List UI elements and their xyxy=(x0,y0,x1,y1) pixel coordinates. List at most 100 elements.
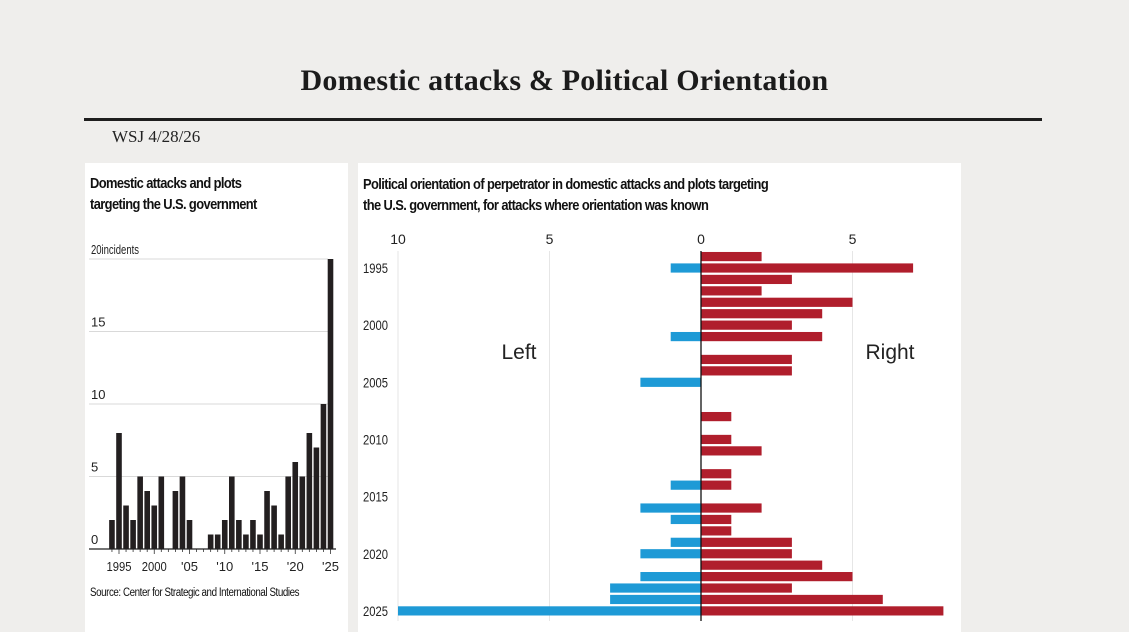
incident-bar xyxy=(130,520,136,549)
right-bar xyxy=(701,434,732,445)
incident-bar xyxy=(116,433,122,549)
x-tick-label: '10 xyxy=(216,559,233,574)
y-tick-label: 15 xyxy=(91,315,105,330)
right-bar xyxy=(701,594,883,605)
left-bar xyxy=(670,537,701,547)
incident-bar xyxy=(236,520,242,549)
x-tick-label: 5 xyxy=(546,231,554,247)
incident-bar xyxy=(285,476,291,549)
orientation-chart-panel: Political orientation of perpetrator in … xyxy=(358,163,961,632)
incident-bar xyxy=(137,476,143,549)
x-tick-label: 10 xyxy=(390,231,406,247)
incidents-chart-title-line-1: Domestic attacks and plots xyxy=(90,175,242,192)
right-bar xyxy=(701,526,732,536)
right-bar xyxy=(701,469,732,479)
incident-bar xyxy=(109,520,115,549)
right-bar xyxy=(701,274,792,285)
incident-bar xyxy=(292,462,299,549)
y-tick-label: 20incidents xyxy=(91,242,139,257)
incident-bar xyxy=(299,476,306,549)
y-tick-label: 2020 xyxy=(363,547,388,562)
incident-bar xyxy=(179,476,186,549)
incident-bar xyxy=(250,520,256,549)
left-bar xyxy=(670,480,701,490)
incident-bar xyxy=(151,505,158,549)
y-tick-label: 2025 xyxy=(363,604,388,619)
right-bar xyxy=(701,411,732,422)
left-bar xyxy=(610,583,701,593)
left-annotation: Left xyxy=(501,341,536,364)
y-tick-label: 2000 xyxy=(363,318,388,333)
right-bar xyxy=(701,331,823,342)
source-note: Source: Center for Strategic and Interna… xyxy=(90,587,300,599)
incidents-chart-title: Domestic attacks and plots targeting the… xyxy=(90,173,257,215)
x-tick-label: '20 xyxy=(287,559,304,574)
right-bar xyxy=(701,263,914,273)
incident-bar xyxy=(207,534,214,549)
right-bar xyxy=(701,309,823,319)
incident-bar xyxy=(257,534,263,549)
x-tick-label: '15 xyxy=(252,559,269,574)
right-bar xyxy=(701,366,792,376)
right-bar xyxy=(701,549,792,559)
right-bar xyxy=(701,297,853,307)
x-tick-label: 0 xyxy=(697,231,705,247)
x-tick-label: 1995 xyxy=(107,559,132,574)
right-annotation: Right xyxy=(865,341,914,364)
incident-bar xyxy=(123,505,129,549)
x-tick-label: 5 xyxy=(849,231,857,247)
dateline: WSJ 4/28/26 xyxy=(112,127,201,146)
right-bar xyxy=(701,320,792,330)
left-bar xyxy=(670,331,701,342)
left-bar xyxy=(610,594,701,605)
x-tick-label: '05 xyxy=(181,559,198,574)
y-tick-label: 2015 xyxy=(363,490,388,505)
orientation-chart-title-line-1: Political orientation of perpetrator in … xyxy=(363,176,769,193)
incident-bar xyxy=(144,491,150,549)
incident-bar xyxy=(306,433,313,549)
x-tick-label: 2000 xyxy=(142,559,167,574)
y-tick-label: 5 xyxy=(91,460,98,475)
right-bar xyxy=(701,286,762,296)
right-bar xyxy=(701,446,762,456)
left-bar xyxy=(640,503,701,513)
incident-bar xyxy=(214,534,221,549)
incidents-chart: 0 5 10 15 20incidents 1995 2000 '05 '10 '15 '20 '25 xyxy=(89,242,339,574)
incident-bar xyxy=(320,404,327,549)
incidents-chart-panel: Domestic attacks and plots targeting the… xyxy=(85,163,348,632)
incidents-chart-title-line-2: targeting the U.S. government xyxy=(90,196,257,213)
right-bar xyxy=(701,354,792,365)
right-bar xyxy=(701,606,944,616)
incident-bar xyxy=(243,534,249,549)
title-divider xyxy=(84,118,1042,121)
left-bar xyxy=(640,572,701,582)
incident-bar xyxy=(221,520,228,549)
right-bar xyxy=(701,560,823,570)
right-bar xyxy=(701,583,792,593)
incident-bar xyxy=(313,447,320,549)
incident-bar xyxy=(172,491,179,549)
y-tick-label: 0 xyxy=(91,532,98,547)
orientation-chart-title-line-2: the U.S. government, for attacks where o… xyxy=(363,197,709,214)
incident-bar xyxy=(186,520,193,549)
incident-bar xyxy=(158,476,165,549)
left-bar xyxy=(640,549,701,559)
left-bar xyxy=(640,377,701,387)
incident-bar xyxy=(229,476,235,549)
left-bar xyxy=(670,514,701,525)
y-tick-label: 2010 xyxy=(363,432,388,447)
incident-bar xyxy=(327,259,334,549)
right-bar xyxy=(701,503,762,513)
right-bar xyxy=(701,251,762,262)
right-bar xyxy=(701,480,732,490)
page-title: Domestic attacks & Political Orientation xyxy=(300,64,829,97)
orientation-chart: 10 5 0 5 1995 2000 2005 2010 2015 2020 2025 Left Rig… xyxy=(363,231,944,621)
orientation-chart-title: Political orientation of perpetrator in … xyxy=(363,174,769,216)
left-bar xyxy=(670,263,701,273)
right-bar xyxy=(701,537,792,547)
right-bar xyxy=(701,514,732,525)
incident-bar xyxy=(278,534,284,549)
incident-bar xyxy=(271,505,277,549)
right-bar xyxy=(701,572,853,582)
y-tick-label: 2005 xyxy=(363,375,388,390)
